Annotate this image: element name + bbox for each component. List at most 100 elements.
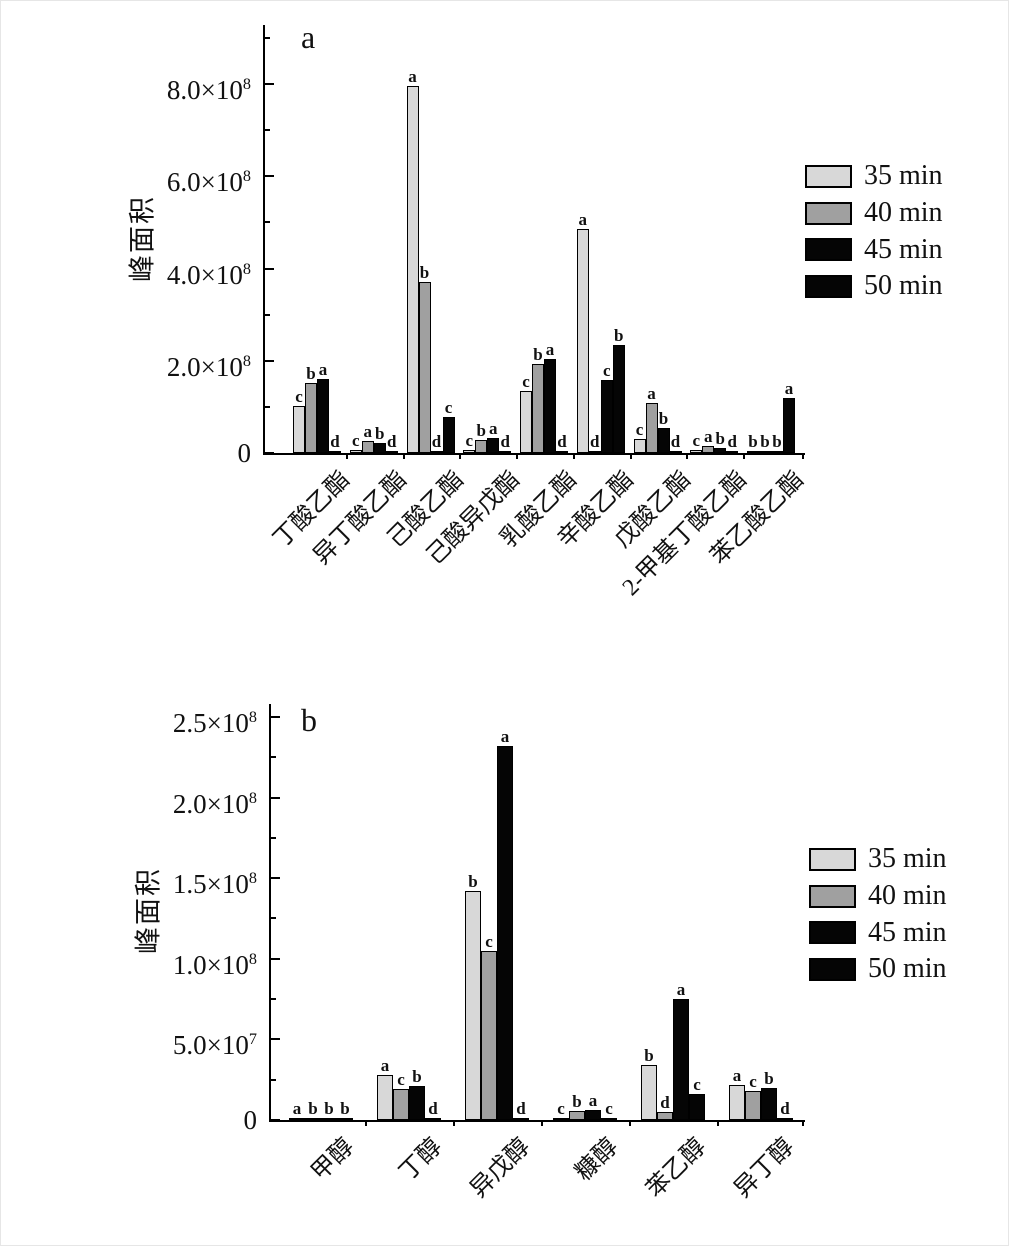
legend-b: 35 min 40 min 45 min 50 min	[809, 843, 947, 991]
bar: b	[657, 410, 670, 453]
significance-letter: b	[419, 263, 430, 282]
significance-letter: d	[670, 432, 681, 451]
significance-letter: b	[644, 1046, 654, 1065]
legend-label: 50 min	[868, 953, 947, 985]
category-label: 甲醇	[306, 1133, 360, 1186]
x-tick	[742, 453, 745, 459]
legend-swatch	[805, 164, 852, 188]
bar: c	[690, 432, 703, 453]
significance-letter: a	[489, 419, 498, 438]
panel-label-a: a	[301, 19, 316, 55]
bar: c	[689, 1076, 705, 1120]
bar-group: b c a d 异戊醇	[465, 704, 535, 1203]
significance-letter: b	[533, 345, 543, 364]
bar: b	[532, 346, 544, 453]
bar: a	[487, 420, 500, 453]
y-major-tick	[271, 957, 280, 960]
bar: c	[600, 362, 613, 453]
significance-letter: b	[614, 326, 624, 345]
y-tick-label: 2.5×108	[172, 707, 257, 738]
y-tick-label: 2.0×108	[172, 788, 257, 819]
x-tick	[686, 453, 688, 459]
legend-row: 40 min	[809, 880, 947, 912]
bar: b	[747, 433, 759, 453]
bar: d	[499, 433, 512, 453]
bar-group: c b a d 丁酸乙酯	[269, 25, 355, 553]
bar: d	[329, 433, 341, 453]
y-minor-tick	[271, 917, 276, 920]
plot-area-b: b 峰面积 a b b b 甲醇 a c b d 丁醇 b c a d 异戊醇 c b a c 糠醇 b d a c 苯乙醇 a c…	[134, 704, 947, 1203]
bar-group: c b a c 糠醇	[553, 704, 623, 1186]
bar-group: c b a d 乳酸乙酯	[496, 25, 582, 553]
legend-label: 50 min	[864, 270, 943, 302]
significance-letter: c	[602, 361, 611, 380]
bar: c	[442, 399, 455, 453]
legend-row: 45 min	[809, 916, 947, 949]
x-tick	[515, 453, 518, 459]
legend-row: 50 min	[809, 954, 947, 985]
significance-letter: b	[324, 1099, 334, 1118]
bar: d	[669, 433, 682, 453]
bar: c	[601, 1100, 617, 1120]
significance-letter: a	[380, 1056, 390, 1075]
bar: b	[409, 1068, 425, 1120]
bar: b	[418, 264, 431, 453]
legend-label: 45 min	[864, 233, 943, 265]
y-major-tick	[271, 715, 280, 718]
bar: c	[633, 421, 646, 453]
bar: a	[783, 380, 795, 453]
bar: a	[406, 68, 419, 453]
bar: d	[556, 433, 568, 453]
bar: c	[463, 432, 476, 453]
significance-letter: a	[704, 427, 713, 446]
bar: c	[553, 1100, 569, 1120]
legend-row: 35 min	[809, 843, 947, 875]
bar: b	[759, 433, 771, 453]
bar-group: c a b d 2-甲基丁酸乙酯	[618, 25, 752, 601]
bar: b	[761, 1070, 777, 1120]
legend-swatch	[809, 958, 856, 982]
legend-row: 40 min	[805, 197, 943, 229]
significance-letter: a	[500, 727, 510, 746]
bar: b	[337, 1100, 353, 1120]
bar: a	[576, 211, 589, 453]
legend-label: 45 min	[868, 916, 947, 948]
y-tick-label: 8.0×108	[166, 75, 251, 106]
bar: c	[349, 432, 362, 453]
significance-letter: d	[428, 1099, 438, 1118]
significance-letter: c	[351, 431, 360, 450]
bar-group: b b b a 苯乙酸乙酯	[706, 25, 809, 570]
significance-letter: b	[468, 872, 478, 891]
significance-letter: c	[693, 1075, 701, 1094]
bar: b	[612, 327, 625, 453]
bar: b	[569, 1093, 585, 1120]
bar: b	[641, 1047, 657, 1120]
y-minor-tick	[271, 836, 276, 839]
significance-letter: a	[732, 1066, 742, 1085]
significance-letter: a	[647, 384, 656, 403]
significance-letter: c	[485, 932, 493, 951]
x-tick	[345, 453, 348, 459]
legend-row: 35 min	[805, 160, 943, 192]
legend-swatch	[805, 275, 852, 299]
legend-swatch	[805, 238, 852, 262]
significance-letter: b	[412, 1067, 422, 1086]
significance-letter: c	[522, 372, 530, 391]
bar: b	[475, 422, 488, 453]
x-tick	[802, 1120, 804, 1126]
bar: c	[481, 933, 497, 1120]
significance-letter: b	[308, 1099, 318, 1118]
bar: d	[425, 1100, 441, 1120]
bar: d	[513, 1100, 529, 1120]
significance-letter: c	[397, 1070, 405, 1089]
x-tick	[453, 1120, 455, 1126]
y-minor-tick	[265, 129, 270, 132]
y-major-tick	[265, 359, 274, 362]
bar: b	[714, 430, 727, 453]
significance-letter: c	[295, 387, 303, 406]
bar: d	[657, 1094, 673, 1120]
bar: d	[430, 433, 443, 453]
bar: d	[385, 433, 398, 453]
significance-letter: d	[500, 432, 510, 451]
